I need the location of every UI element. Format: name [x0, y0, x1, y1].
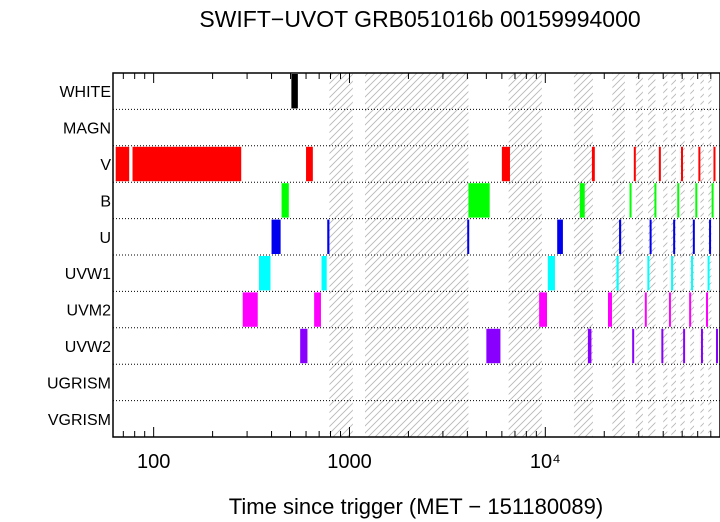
- unobservable-interval: [612, 73, 625, 437]
- row-label-magn: MAGN: [63, 121, 111, 138]
- exposure-bar-b: [711, 183, 714, 218]
- exposure-bar-uvw2: [486, 328, 501, 364]
- exposure-bar-uvm2: [314, 292, 321, 327]
- row-label-uvm2: UVM2: [67, 303, 112, 320]
- exposure-bar-uvw1: [321, 256, 327, 291]
- exposure-bar-v: [658, 146, 661, 182]
- exposure-bar-uvw1: [691, 256, 694, 291]
- exposure-bar-b: [281, 183, 289, 218]
- exposure-bar-v: [633, 146, 636, 182]
- exposure-bar-u: [327, 219, 330, 254]
- exposure-bar-v: [501, 146, 510, 182]
- unobservable-interval: [708, 73, 712, 437]
- exposure-bar-uvw1: [547, 256, 555, 291]
- filter-row-labels: WHITE MAGN V B U UVW1 UVM2 UVW2 UGRISM VGRISM: [47, 84, 111, 429]
- exposure-bar-uvw2: [632, 328, 635, 364]
- exposure-bar-u: [649, 219, 652, 254]
- exposure-bar-u: [467, 219, 470, 254]
- x-tick-label: 100: [137, 451, 170, 473]
- exposure-bar-v: [306, 146, 313, 182]
- x-tick-label: 1000: [327, 451, 372, 473]
- exposure-bar-u: [271, 219, 281, 254]
- row-label-v: V: [100, 157, 111, 174]
- exposure-bar-u: [557, 219, 563, 254]
- row-label-b: B: [100, 193, 111, 210]
- exposure-bar-b: [468, 183, 490, 218]
- exposure-bars: [115, 74, 719, 364]
- exposure-bar-uvw2: [700, 328, 703, 364]
- row-label-uvw2: UVW2: [65, 339, 111, 356]
- exposure-bar-v: [681, 146, 684, 182]
- exposure-bar-u: [619, 219, 622, 254]
- exposure-bar-uvm2: [242, 292, 258, 327]
- exposure-bar-uvw2: [683, 328, 686, 364]
- exposure-bar-v: [132, 146, 242, 182]
- row-dividers: [113, 108, 720, 402]
- exposure-bar-u: [709, 219, 712, 254]
- exposure-bar-uvw1: [616, 256, 619, 291]
- exposure-bar-uvm2: [689, 292, 692, 327]
- exposure-bar-v: [713, 146, 716, 182]
- row-label-uvw1: UVW1: [65, 266, 111, 283]
- exposure-bar-uvw2: [300, 328, 308, 364]
- exposure-bar-uvm2: [668, 292, 671, 327]
- x-axis-label: Time since trigger (MET − 151180089): [229, 494, 603, 519]
- exposure-bar-uvw2: [661, 328, 664, 364]
- x-tick-label: 10⁴: [530, 451, 561, 473]
- exposure-bar-uvm2: [607, 292, 612, 327]
- exposure-bar-b: [654, 183, 657, 218]
- exposure-bar-white: [291, 74, 298, 109]
- exposure-bar-u: [673, 219, 676, 254]
- plot-frame: [112, 72, 720, 438]
- exposure-bar-uvw1: [258, 256, 271, 291]
- unobservable-interval: [680, 73, 685, 437]
- exposure-bar-b: [695, 183, 698, 218]
- row-label-u: U: [99, 230, 111, 247]
- exposure-bar-uvw2: [716, 328, 719, 364]
- exposure-bar-uvw1: [647, 256, 650, 291]
- chart-title: SWIFT−UVOT GRB051016b 00159994000: [199, 6, 640, 32]
- row-label-white: WHITE: [59, 84, 111, 101]
- exposure-bar-uvw2: [587, 328, 592, 364]
- exposure-bar-uvm2: [644, 292, 647, 327]
- exposure-bar-u: [692, 219, 695, 254]
- x-axis-ticks: 100 1000 10⁴: [122, 73, 712, 473]
- exposure-bar-b: [579, 183, 585, 218]
- exposure-bar-b: [629, 183, 632, 218]
- unobservable-interval: [671, 73, 677, 437]
- exposure-bar-b: [677, 183, 680, 218]
- row-label-vgrism: VGRISM: [48, 412, 111, 429]
- exposure-bar-v: [591, 146, 595, 182]
- unobservable-interval: [635, 73, 643, 437]
- exposure-bar-v: [115, 146, 130, 182]
- exposure-bar-v: [698, 146, 701, 182]
- exposure-bar-uvm2: [539, 292, 547, 327]
- exposure-bar-uvm2: [706, 292, 709, 327]
- exposure-bar-uvw1: [707, 256, 710, 291]
- row-label-ugrism: UGRISM: [47, 375, 111, 392]
- unobservable-interval: [648, 73, 656, 437]
- exposure-bar-uvw1: [671, 256, 674, 291]
- unobservable-interval: [700, 73, 704, 437]
